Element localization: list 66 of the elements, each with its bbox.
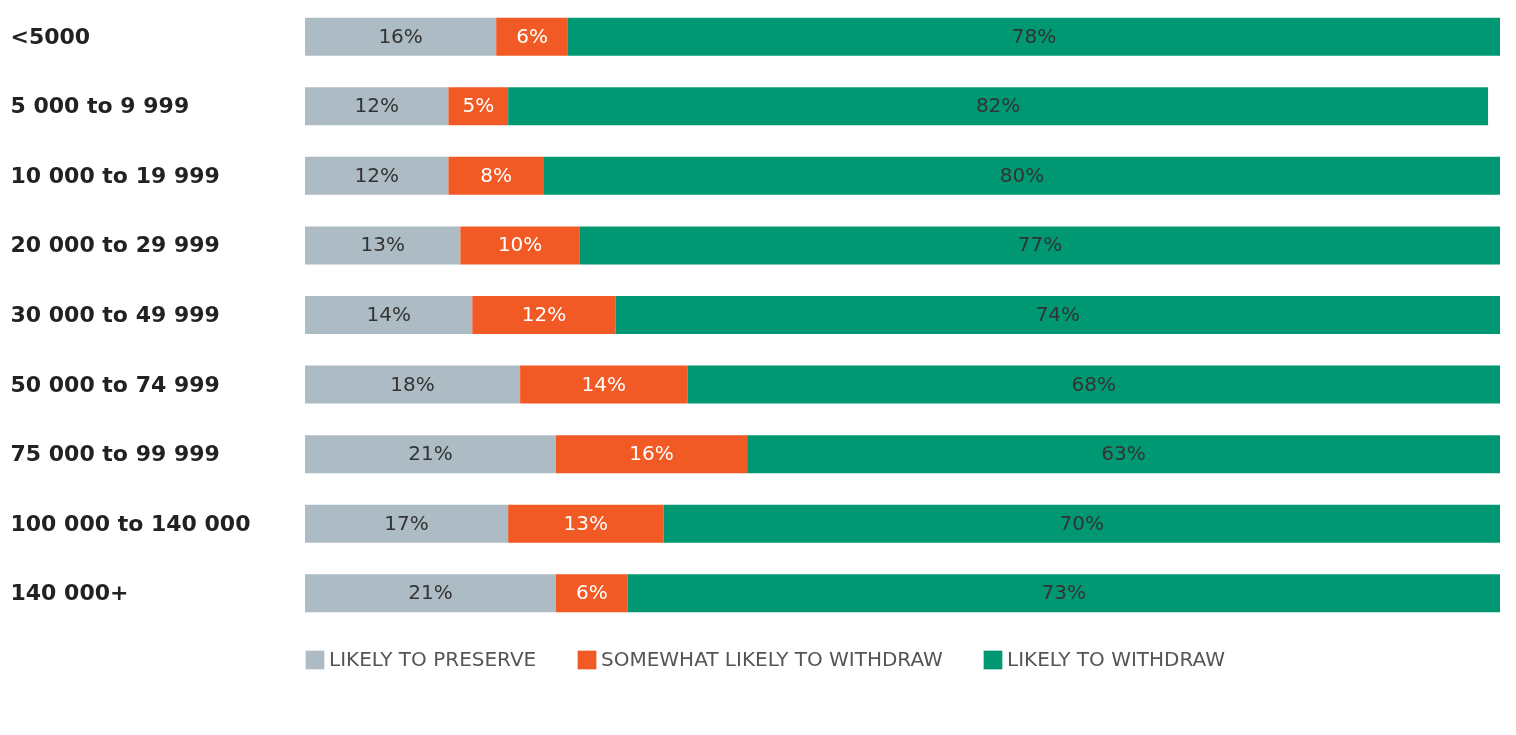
legend-label: LIKELY TO PRESERVE	[329, 647, 537, 671]
bar	[663, 504, 1500, 543]
data-label: 12%	[354, 162, 399, 187]
data-label: 16%	[629, 441, 674, 466]
data-label: 12%	[354, 93, 399, 118]
bar	[555, 574, 628, 613]
data-label: 82%	[975, 93, 1021, 118]
y-tick-label: <5000	[10, 23, 91, 49]
data-label: 21%	[408, 441, 453, 466]
bar	[305, 365, 521, 404]
bar	[747, 435, 1500, 474]
bar	[508, 87, 1489, 126]
data-label: 8%	[480, 162, 513, 187]
bar	[508, 504, 664, 543]
bar	[579, 226, 1500, 265]
data-label: 74%	[1035, 302, 1081, 326]
bar	[448, 156, 544, 195]
data-label: 5%	[462, 93, 495, 118]
bar	[496, 17, 568, 56]
data-label: 12%	[521, 302, 567, 326]
data-label: 80%	[999, 162, 1045, 187]
y-tick-label: 100 000 to 140 000	[10, 510, 251, 536]
y-tick-label: 5 000 to 9 999	[10, 93, 190, 119]
bar	[472, 296, 616, 334]
bar	[305, 435, 556, 474]
bar	[520, 365, 688, 404]
data-label: 6%	[516, 23, 548, 48]
data-label: 78%	[1011, 23, 1057, 48]
data-label: 70%	[1059, 510, 1104, 535]
bar	[448, 87, 509, 126]
data-label: 77%	[1017, 232, 1063, 257]
y-tick-label: 20 000 to 29 999	[10, 232, 220, 258]
bar	[460, 226, 580, 265]
bar	[305, 296, 473, 334]
bar	[305, 156, 449, 195]
data-label: 13%	[563, 510, 609, 535]
data-label: 21%	[408, 580, 453, 605]
data-label: 10%	[497, 232, 543, 257]
bar	[305, 226, 461, 265]
data-label: 14%	[366, 302, 411, 326]
bar	[305, 504, 509, 543]
data-label: 14%	[581, 371, 626, 396]
y-tick-label: 75 000 to 99 999	[10, 441, 220, 467]
bar	[615, 296, 1500, 334]
legend-label: SOMEWHAT LIKELY TO WITHDRAW	[601, 647, 944, 671]
data-label: 17%	[384, 510, 429, 535]
bar	[567, 17, 1500, 56]
bar	[305, 574, 556, 613]
data-label: 16%	[378, 23, 423, 48]
y-tick-label: 50 000 to 74 999	[10, 371, 220, 397]
bar	[555, 435, 748, 474]
y-tick-label: 140 000+	[10, 580, 129, 606]
data-label: 73%	[1041, 580, 1087, 605]
bar	[305, 17, 497, 56]
data-label: 13%	[360, 232, 405, 257]
bar	[627, 574, 1500, 613]
bar	[305, 87, 449, 126]
data-label: 6%	[575, 580, 608, 605]
y-tick-label: 10 000 to 19 999	[10, 162, 220, 188]
data-label: 18%	[390, 371, 435, 396]
data-label: 68%	[1071, 371, 1116, 396]
y-tick-label: 30 000 to 49 999	[10, 302, 220, 327]
bar	[544, 156, 1500, 195]
data-label: 63%	[1101, 441, 1146, 466]
legend-label: LIKELY TO WITHDRAW	[1007, 647, 1226, 671]
bar	[687, 365, 1500, 404]
